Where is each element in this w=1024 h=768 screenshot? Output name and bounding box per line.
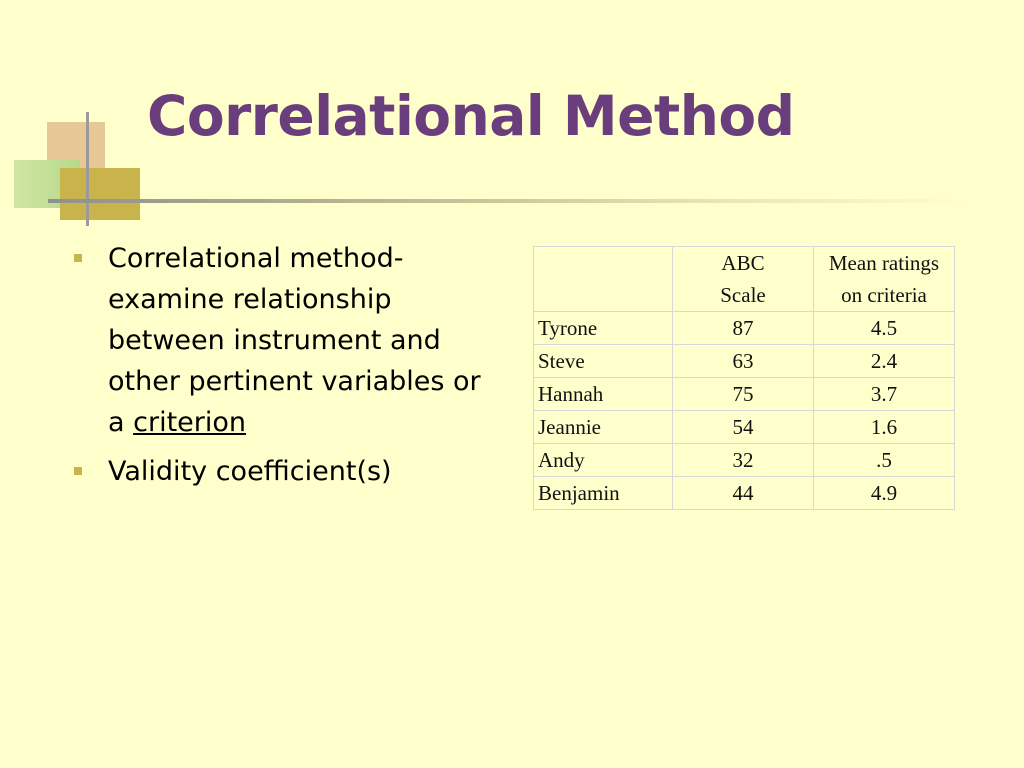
ratings-table: ABC Scale Mean ratings on criteria Tyron… bbox=[533, 246, 955, 510]
table-cell-name: Andy bbox=[533, 443, 673, 477]
decor-vertical-line bbox=[86, 112, 89, 226]
bullet-item: Correlational method- examine relationsh… bbox=[70, 238, 490, 443]
table-cell-name: Tyrone bbox=[533, 311, 673, 345]
table-row: Benjamin 44 4.9 bbox=[533, 476, 955, 510]
table-header-cell: Mean ratings on criteria bbox=[813, 246, 955, 312]
table-cell-rating: 1.6 bbox=[813, 410, 955, 444]
table-cell-rating: 4.9 bbox=[813, 476, 955, 510]
table-cell-rating: 2.4 bbox=[813, 344, 955, 378]
table-cell-abc: 63 bbox=[672, 344, 814, 378]
bullet-item: Validity coefficient(s) bbox=[70, 451, 490, 492]
table-cell-abc: 87 bbox=[672, 311, 814, 345]
table-row: Jeannie 54 1.6 bbox=[533, 410, 955, 444]
criterion-link[interactable]: criterion bbox=[133, 407, 247, 438]
table-header-cell bbox=[533, 246, 673, 312]
table-cell-abc: 44 bbox=[672, 476, 814, 510]
slide-title: Correlational Method bbox=[147, 84, 795, 148]
table-row: Andy 32 .5 bbox=[533, 443, 955, 477]
square-bullet-icon bbox=[74, 467, 82, 475]
table-row: Hannah 75 3.7 bbox=[533, 377, 955, 411]
bullet-text: Validity coefficient(s) bbox=[108, 456, 392, 487]
table-cell-rating: 4.5 bbox=[813, 311, 955, 345]
table-cell-abc: 75 bbox=[672, 377, 814, 411]
square-bullet-icon bbox=[74, 254, 82, 262]
table-cell-abc: 32 bbox=[672, 443, 814, 477]
bullet-list: Correlational method- examine relationsh… bbox=[70, 238, 490, 500]
mean-ratings-header: Mean ratings on criteria bbox=[828, 251, 940, 307]
decor-square-olive bbox=[60, 168, 140, 220]
table-row: Tyrone 87 4.5 bbox=[533, 311, 955, 345]
table-cell-name: Benjamin bbox=[533, 476, 673, 510]
table-header-row: ABC Scale Mean ratings on criteria bbox=[533, 246, 955, 312]
abc-scale-header: ABC Scale bbox=[720, 251, 766, 307]
table-cell-name: Hannah bbox=[533, 377, 673, 411]
table-cell-rating: 3.7 bbox=[813, 377, 955, 411]
table-cell-abc: 54 bbox=[672, 410, 814, 444]
table-row: Steve 63 2.4 bbox=[533, 344, 955, 378]
table-cell-name: Steve bbox=[533, 344, 673, 378]
table-cell-rating: .5 bbox=[813, 443, 955, 477]
table-header-cell: ABC Scale bbox=[672, 246, 814, 312]
bullet-text: Correlational method- examine relationsh… bbox=[108, 243, 481, 438]
table-cell-name: Jeannie bbox=[533, 410, 673, 444]
title-underline bbox=[48, 199, 968, 203]
